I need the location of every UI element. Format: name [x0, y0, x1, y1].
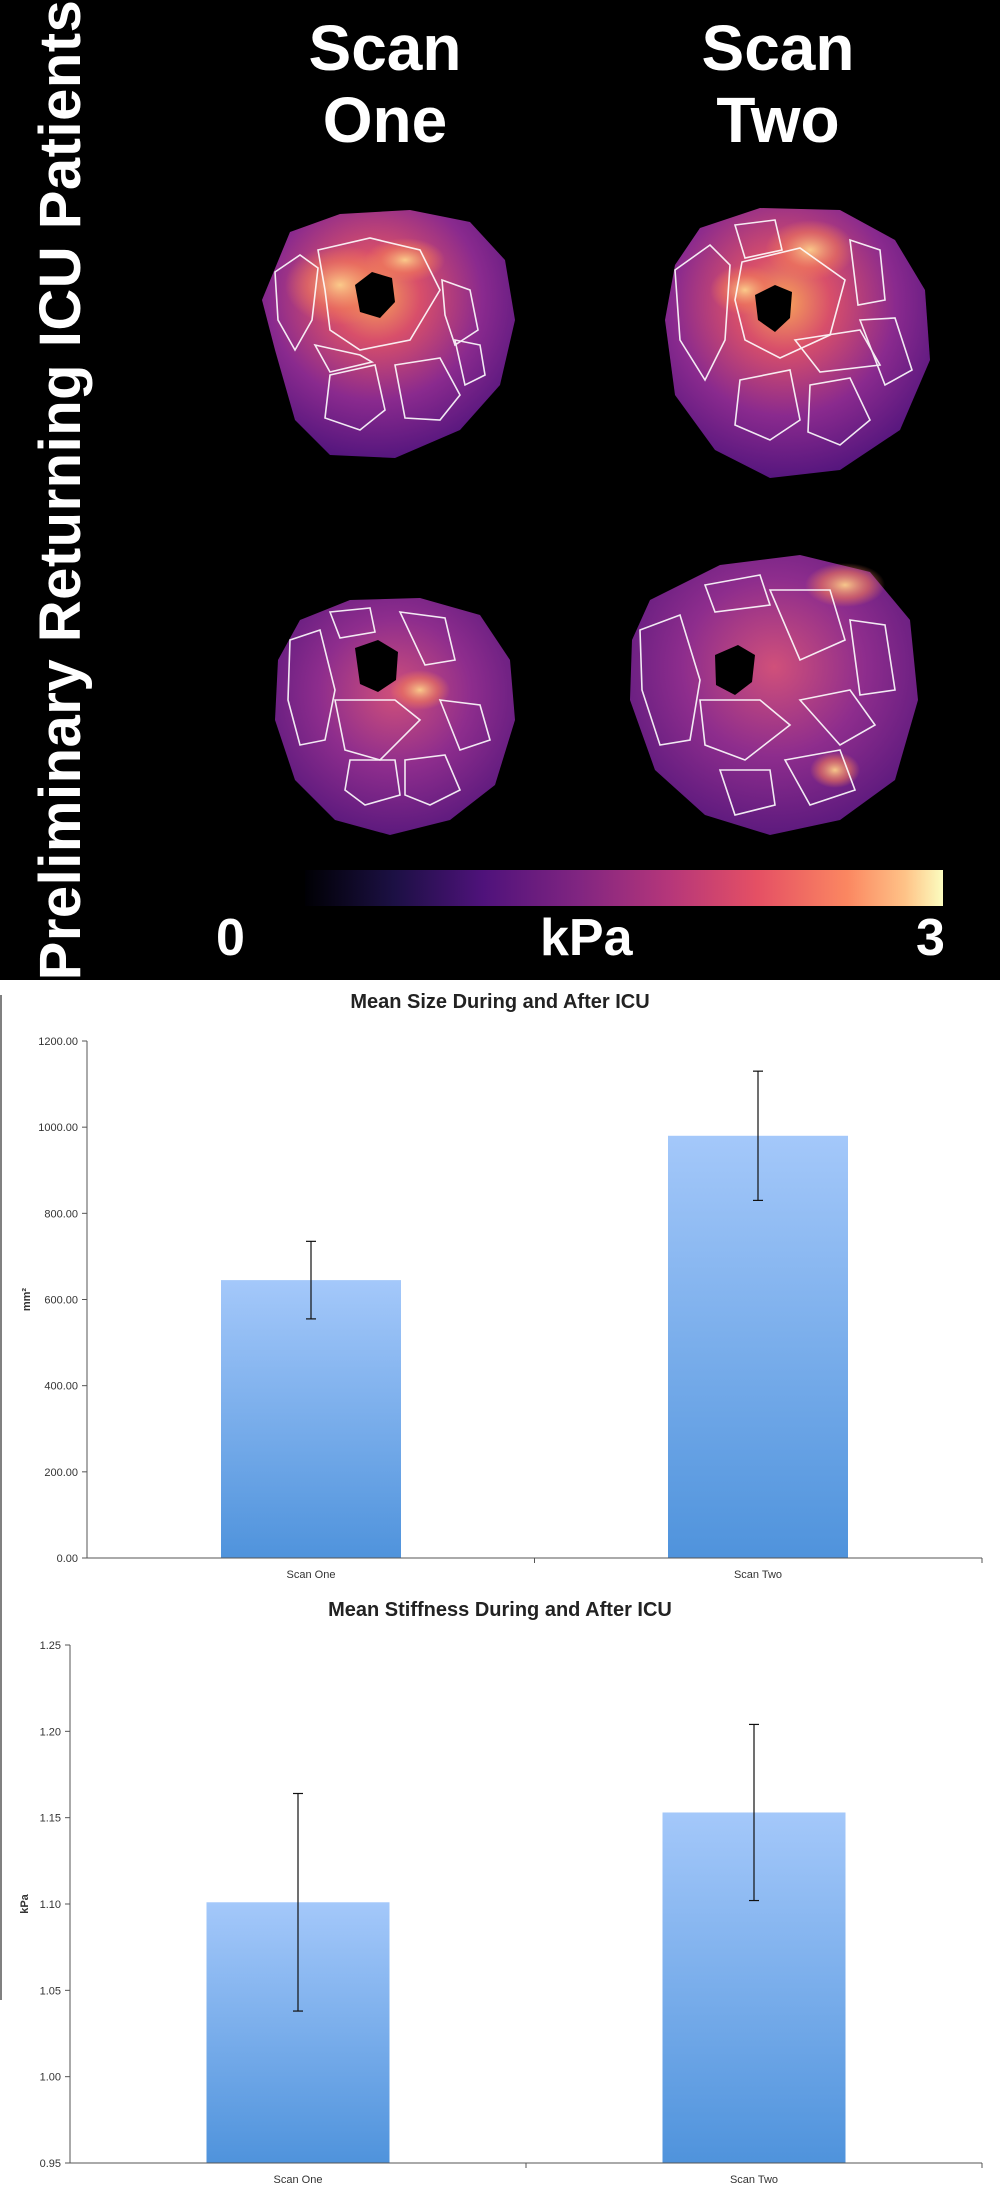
y-tick-label: 1.25 [40, 1640, 61, 1652]
mean-stiffness-chart: Mean Stiffness During and After ICU 0.95… [0, 1590, 983, 2186]
error-bar [306, 1240, 316, 1320]
y-tick-label: 800.00 [44, 1208, 78, 1220]
y-tick-label: 1.00 [40, 2072, 61, 2084]
error-bar [293, 1792, 303, 2012]
bar-scan-one [221, 1280, 401, 1558]
chart-title: Mean Size During and After ICU [350, 991, 649, 1013]
y-tick-label: 1200.00 [38, 1036, 78, 1048]
y-tick-label: 400.00 [44, 1381, 78, 1393]
bar-scan-two [668, 1135, 848, 1558]
y-tick-label: 1.10 [40, 1899, 61, 1911]
scan-one-top-image [262, 210, 515, 458]
colorbar-max-label: 3 [916, 909, 945, 967]
mean-size-chart: Mean Size During and After ICU 0.00 200.0… [0, 991, 983, 1590]
y-axis-label: mm² [21, 1288, 33, 1312]
y-tick-label: 200.00 [44, 1467, 78, 1479]
y-tick-label: 1.15 [40, 1813, 61, 1825]
y-tick-label: 600.00 [44, 1295, 78, 1307]
y-tick-label: 0.95 [40, 2158, 61, 2170]
scan-two-top-image [665, 208, 930, 478]
scan-two-bottom-image [630, 555, 918, 835]
category-label: Scan One [274, 2174, 323, 2186]
colorbar-min-label: 0 [216, 909, 245, 967]
mre-images [262, 208, 943, 906]
kpa-colorbar [305, 870, 943, 906]
category-label: Scan Two [730, 2174, 778, 2186]
y-tick-label: 1.20 [40, 1726, 61, 1738]
mre-panel: Preliminary Returning ICU Patients Scan O… [0, 0, 1000, 980]
chart-title: Mean Stiffness During and After ICU [328, 1599, 672, 1621]
y-tick-label: 0.00 [57, 1553, 78, 1565]
y-tick-label: 1000.00 [38, 1122, 78, 1134]
y-tick-label: 1.05 [40, 1985, 61, 1997]
error-bar [749, 1723, 759, 1902]
scan-one-bottom-image [275, 598, 515, 835]
category-label: Scan One [287, 1569, 336, 1581]
y-axis-label: kPa [19, 1893, 31, 1913]
error-bar [753, 1070, 763, 1202]
colorbar-unit-label: kPa [540, 909, 633, 967]
scan-two-heading: Scan Two [701, 12, 855, 156]
scan-one-heading: Scan One [308, 12, 462, 156]
category-label: Scan Two [734, 1569, 782, 1581]
